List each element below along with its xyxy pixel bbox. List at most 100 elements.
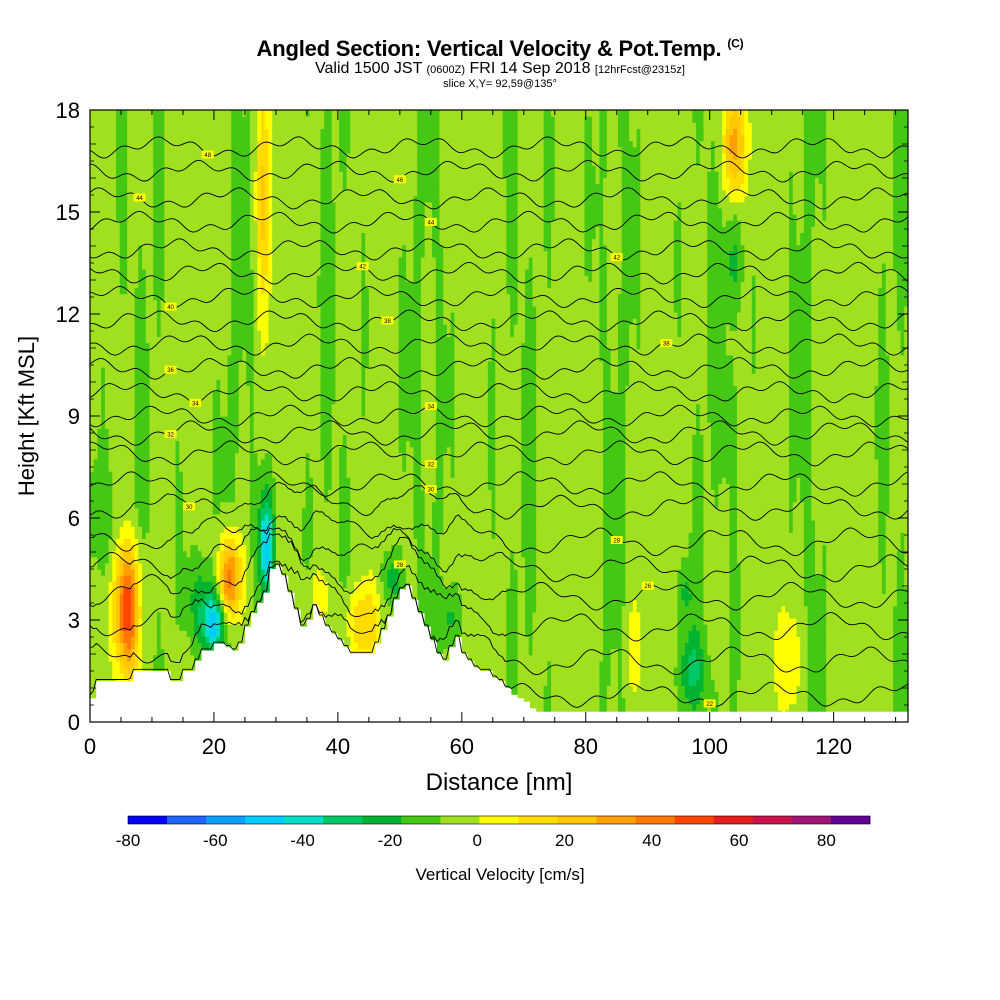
velocity-cell [142, 214, 146, 221]
velocity-cell [235, 110, 239, 117]
velocity-cell [164, 600, 168, 607]
velocity-cell [179, 398, 183, 405]
velocity-cell [94, 606, 98, 613]
velocity-cell [120, 330, 124, 337]
velocity-cell [213, 563, 217, 570]
velocity-cell [261, 257, 265, 264]
velocity-cell [187, 593, 191, 600]
velocity-cell [142, 447, 146, 454]
velocity-cell [268, 336, 272, 343]
velocity-cell [149, 410, 153, 417]
velocity-cell [161, 110, 165, 117]
velocity-cell [268, 324, 272, 331]
velocity-cell [149, 294, 153, 301]
velocity-cell [135, 434, 139, 441]
velocity-cell [127, 300, 131, 307]
velocity-cell [135, 526, 139, 533]
velocity-cell [153, 422, 157, 429]
velocity-cell [250, 202, 254, 209]
velocity-cell [202, 165, 206, 172]
velocity-cell [172, 196, 176, 203]
velocity-cell [109, 459, 113, 466]
velocity-cell [246, 245, 250, 252]
velocity-cell [213, 306, 217, 313]
velocity-cell [164, 526, 168, 533]
velocity-cell [146, 165, 150, 172]
velocity-cell [179, 502, 183, 509]
velocity-cell [105, 545, 109, 552]
velocity-cell [90, 116, 94, 123]
velocity-cell [120, 600, 124, 607]
velocity-cell [164, 563, 168, 570]
velocity-cell [94, 232, 98, 239]
velocity-cell [105, 300, 109, 307]
velocity-cell [190, 581, 194, 588]
velocity-cell [105, 239, 109, 246]
velocity-cell [109, 355, 113, 362]
velocity-cell [101, 367, 105, 374]
velocity-cell [183, 110, 187, 117]
velocity-cell [105, 110, 109, 117]
velocity-cell [135, 226, 139, 233]
velocity-cell [228, 385, 232, 392]
velocity-cell [109, 208, 113, 215]
velocity-cell [209, 177, 213, 184]
velocity-cell [216, 612, 220, 619]
velocity-cell [161, 226, 165, 233]
velocity-cell [142, 324, 146, 331]
velocity-cell [220, 281, 224, 288]
velocity-cell [116, 379, 120, 386]
velocity-cell [109, 232, 113, 239]
velocity-cell [105, 214, 109, 221]
velocity-cell [101, 526, 105, 533]
velocity-cell [261, 489, 265, 496]
velocity-cell [246, 514, 250, 521]
velocity-cell [205, 379, 209, 386]
velocity-cell [228, 208, 232, 215]
velocity-cell [235, 128, 239, 135]
velocity-cell [183, 642, 187, 649]
velocity-cell [153, 636, 157, 643]
velocity-cell [209, 410, 213, 417]
velocity-cell [149, 447, 153, 454]
velocity-cell [153, 459, 157, 466]
velocity-cell [198, 336, 202, 343]
velocity-cell [161, 593, 165, 600]
velocity-cell [257, 110, 261, 117]
velocity-cell [146, 508, 150, 515]
velocity-cell [105, 159, 109, 166]
velocity-cell [213, 379, 217, 386]
velocity-cell [216, 440, 220, 447]
velocity-cell [176, 141, 180, 148]
velocity-cell [120, 532, 124, 539]
velocity-cell [261, 428, 265, 435]
velocity-cell [176, 440, 180, 447]
velocity-cell [97, 116, 101, 123]
velocity-cell [183, 171, 187, 178]
velocity-cell [202, 581, 206, 588]
velocity-cell [235, 281, 239, 288]
velocity-cell [157, 416, 161, 423]
velocity-cell [105, 263, 109, 270]
velocity-cell [254, 110, 258, 117]
velocity-cell [190, 287, 194, 294]
velocity-cell [265, 416, 269, 423]
velocity-cell [127, 361, 131, 368]
velocity-cell [183, 557, 187, 564]
velocity-cell [198, 165, 202, 172]
velocity-cell [198, 134, 202, 141]
velocity-cell [261, 281, 265, 288]
velocity-cell [239, 508, 243, 515]
velocity-cell [220, 379, 224, 386]
velocity-cell [268, 147, 272, 154]
velocity-cell [257, 532, 261, 539]
velocity-cell [109, 171, 113, 178]
velocity-cell [194, 306, 198, 313]
velocity-cell [123, 165, 127, 172]
velocity-cell [209, 134, 213, 141]
velocity-cell [109, 502, 113, 509]
velocity-cell [231, 459, 235, 466]
velocity-cell [131, 434, 135, 441]
velocity-cell [224, 141, 228, 148]
velocity-cell [131, 459, 135, 466]
